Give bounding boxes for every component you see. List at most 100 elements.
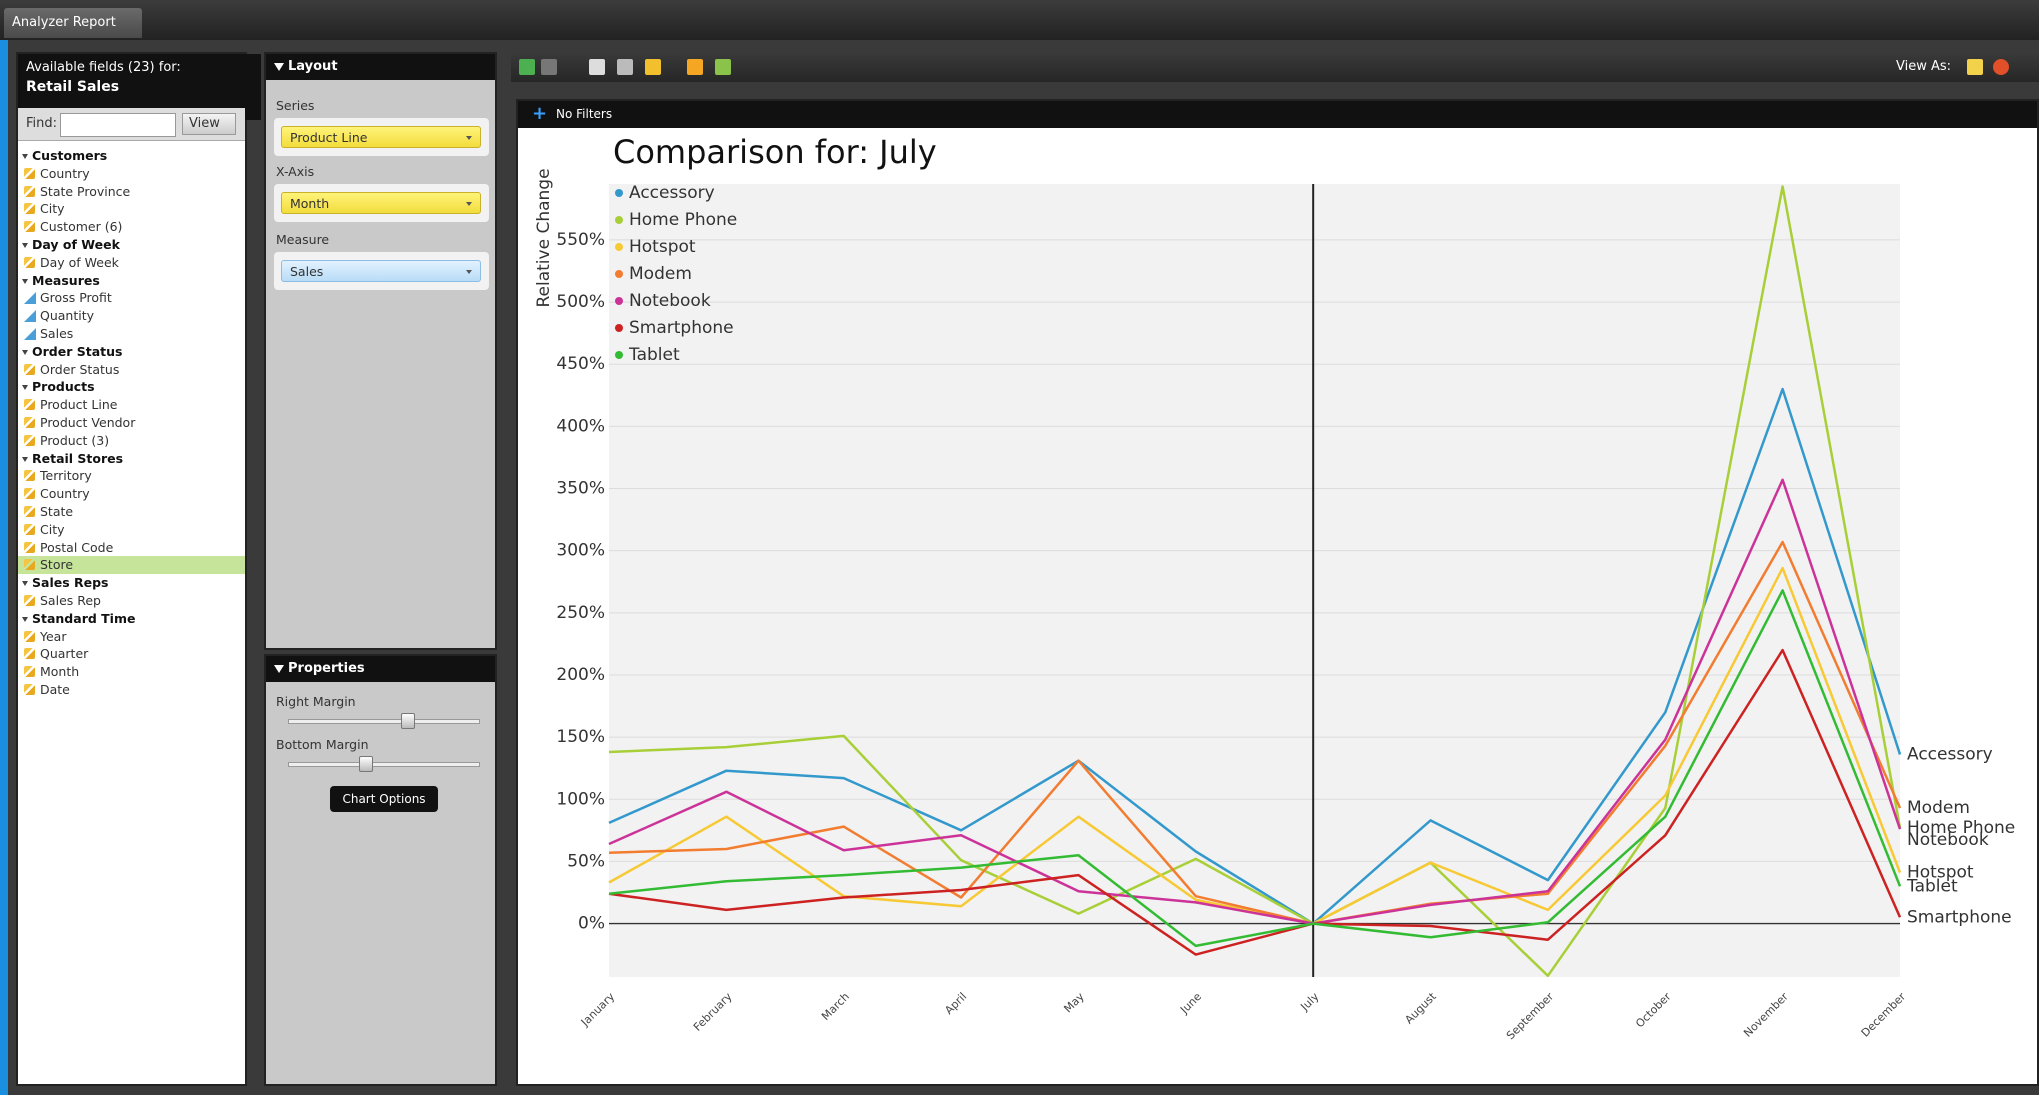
- field-item[interactable]: Product Vendor: [18, 414, 245, 432]
- field-item[interactable]: City: [18, 200, 245, 218]
- tool-icon[interactable]: [687, 59, 703, 75]
- measure-dropdown[interactable]: Sales: [281, 260, 481, 282]
- x-tick-label: November: [1741, 990, 1791, 1040]
- series-line: [608, 478, 1902, 925]
- field-item[interactable]: State Province: [18, 183, 245, 201]
- tab[interactable]: Analyzer Report: [4, 8, 142, 38]
- field-item[interactable]: Year: [18, 628, 245, 646]
- field-item[interactable]: Quarter: [18, 645, 245, 663]
- fields-heading: Available fields (23) for:: [26, 60, 181, 75]
- report-area: + No Filters Comparison for: July 0% 50% 1…: [516, 99, 2039, 1086]
- legend-swatch: [615, 243, 623, 251]
- right-margin-label: Right Margin: [276, 694, 356, 709]
- series-line: [608, 185, 1902, 978]
- series-label: Series: [276, 98, 315, 113]
- end-label: Tablet: [1906, 876, 1958, 896]
- field-item[interactable]: Month: [18, 663, 245, 681]
- field-item[interactable]: Day of Week: [18, 254, 245, 272]
- field-item[interactable]: Postal Code: [18, 539, 245, 557]
- field-icon: [24, 630, 35, 642]
- field-icon: [24, 505, 35, 517]
- x-tick-label: April: [942, 990, 969, 1017]
- layout-header[interactable]: Layout: [266, 54, 495, 80]
- view-button[interactable]: View: [182, 113, 236, 135]
- field-item[interactable]: Product (3): [18, 432, 245, 450]
- field-icon: [24, 167, 35, 179]
- field-item[interactable]: Quantity: [18, 307, 245, 325]
- find-input[interactable]: [60, 113, 176, 137]
- y-tick-label: 200%: [556, 665, 605, 685]
- series-dropdown[interactable]: Product Line: [281, 126, 481, 148]
- filter-label: No Filters: [556, 107, 613, 121]
- end-label: Notebook: [1907, 830, 1989, 850]
- field-group[interactable]: Sales Reps: [18, 574, 245, 592]
- field-item[interactable]: Sales: [18, 325, 245, 343]
- undo-icon[interactable]: [519, 59, 535, 75]
- chart-view-icon[interactable]: [1993, 59, 2009, 75]
- x-tick-label: August: [1402, 990, 1439, 1027]
- y-tick-label: 250%: [556, 603, 605, 623]
- end-label: Smartphone: [1907, 907, 2012, 927]
- layout-icon[interactable]: [617, 59, 633, 75]
- field-icon: [24, 434, 35, 446]
- legend-swatch: [615, 216, 623, 224]
- bottom-margin-slider[interactable]: [288, 756, 480, 772]
- grid-icon[interactable]: [589, 59, 605, 75]
- legend-label: Smartphone: [629, 318, 734, 338]
- slider-thumb[interactable]: [359, 756, 373, 772]
- fields-panel: Available fields (23) for: Retail Sales …: [16, 52, 261, 1086]
- x-tick-label: May: [1061, 990, 1087, 1016]
- field-icon: [24, 292, 36, 305]
- legend-swatch: [615, 351, 623, 359]
- field-item[interactable]: State: [18, 503, 245, 521]
- x-tick-label: February: [691, 990, 735, 1034]
- field-tree: Customers Country State Province City Custom…: [18, 141, 245, 699]
- toolbar: View As:: [511, 52, 2039, 82]
- legend-label: Home Phone: [629, 210, 737, 230]
- field-item[interactable]: Store: [18, 556, 245, 575]
- field-item[interactable]: Country: [18, 165, 245, 183]
- find-label: Find:: [26, 116, 58, 131]
- tool-icon[interactable]: [715, 59, 731, 75]
- field-item[interactable]: Sales Rep: [18, 592, 245, 610]
- field-group[interactable]: Retail Stores: [18, 450, 245, 468]
- chart-options-button[interactable]: Chart Options: [330, 786, 438, 812]
- series-line: [608, 648, 1902, 956]
- slider-thumb[interactable]: [401, 713, 415, 729]
- x-tick-label: July: [1298, 990, 1322, 1014]
- add-filter-icon[interactable]: +: [532, 103, 548, 124]
- field-group[interactable]: Day of Week: [18, 236, 245, 254]
- xaxis-dropdown[interactable]: Month: [281, 192, 481, 214]
- field-item[interactable]: Product Line: [18, 396, 245, 414]
- field-icon: [24, 221, 35, 233]
- field-item[interactable]: Country: [18, 485, 245, 503]
- model-name: Retail Sales: [26, 79, 120, 95]
- plot-area: [609, 184, 1900, 977]
- y-tick-label: 500%: [556, 292, 605, 312]
- bottom-margin-label: Bottom Margin: [276, 737, 369, 752]
- table-view-icon[interactable]: [1967, 59, 1983, 75]
- end-label: Accessory: [1907, 745, 1993, 765]
- y-axis-label: Relative Change: [534, 168, 554, 307]
- field-group[interactable]: Standard Time: [18, 610, 245, 628]
- filter-icon[interactable]: [645, 59, 661, 75]
- field-icon: [24, 594, 35, 606]
- field-group[interactable]: Order Status: [18, 343, 245, 361]
- field-group[interactable]: Customers: [18, 147, 245, 165]
- field-group[interactable]: Measures: [18, 272, 245, 290]
- field-icon: [24, 327, 36, 340]
- field-item[interactable]: Gross Profit: [18, 289, 245, 307]
- field-item[interactable]: Date: [18, 681, 245, 699]
- xaxis-drop-zone: Month: [274, 184, 489, 222]
- field-item[interactable]: Territory: [18, 467, 245, 485]
- redo-icon[interactable]: [541, 59, 557, 75]
- properties-header[interactable]: Properties: [266, 656, 495, 682]
- field-icon: [24, 256, 35, 268]
- right-margin-slider[interactable]: [288, 713, 480, 729]
- field-group[interactable]: Products: [18, 378, 245, 396]
- field-item[interactable]: Order Status: [18, 361, 245, 379]
- measure-drop-zone: Sales: [274, 252, 489, 290]
- field-item[interactable]: Customer (6): [18, 218, 245, 236]
- field-item[interactable]: City: [18, 521, 245, 539]
